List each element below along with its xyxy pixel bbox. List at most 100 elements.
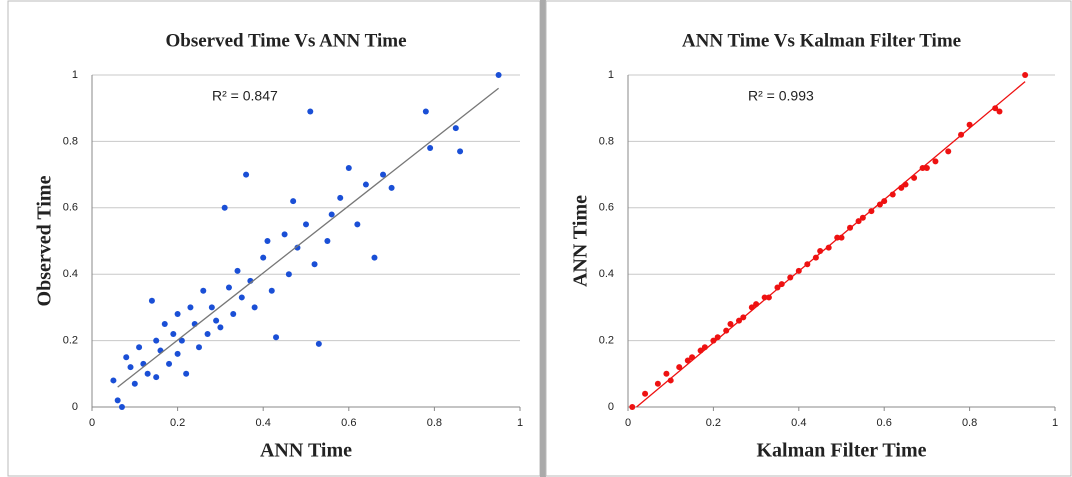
point xyxy=(166,360,173,367)
y-tick-label: 0 xyxy=(608,401,614,413)
point xyxy=(422,108,429,115)
point xyxy=(881,198,888,205)
point xyxy=(992,105,999,112)
point xyxy=(923,164,930,171)
x-tick-label: 0.4 xyxy=(256,417,271,429)
trendline xyxy=(636,81,1026,408)
point xyxy=(723,327,730,334)
point xyxy=(452,125,459,132)
y-tick-label: 1 xyxy=(608,69,614,81)
point xyxy=(337,194,344,201)
point xyxy=(380,171,387,178)
point xyxy=(945,148,952,155)
y-tick-label: 1 xyxy=(72,69,78,81)
point xyxy=(208,304,215,311)
x-tick-label: 0.8 xyxy=(427,417,442,429)
chart-title: Observed Time Vs ANN Time xyxy=(165,30,406,51)
x-axis-label: Kalman Filter Time xyxy=(757,440,927,462)
point xyxy=(825,244,832,251)
point xyxy=(123,354,130,361)
panel xyxy=(7,0,541,477)
x-tick-label: 0 xyxy=(625,417,631,429)
y-tick-label: 0.4 xyxy=(63,268,78,280)
point xyxy=(354,221,361,228)
point xyxy=(281,231,288,238)
point xyxy=(1022,72,1029,78)
point xyxy=(427,145,434,152)
point xyxy=(834,234,841,241)
point xyxy=(663,370,670,377)
point xyxy=(457,148,464,155)
point xyxy=(127,364,134,371)
point xyxy=(234,267,241,274)
point xyxy=(388,184,395,191)
point xyxy=(765,294,772,301)
point xyxy=(932,158,939,165)
point xyxy=(774,284,781,291)
point xyxy=(371,254,378,261)
y-axis-label: Observed Time xyxy=(34,175,56,306)
point xyxy=(131,380,138,387)
point xyxy=(196,344,202,351)
point xyxy=(243,171,250,178)
x-tick-label: 0.6 xyxy=(341,417,356,429)
point xyxy=(294,244,301,251)
point xyxy=(200,287,207,294)
chart-title: ANN Time Vs Kalman Filter Time xyxy=(682,30,961,51)
separator xyxy=(540,0,546,477)
point xyxy=(303,221,309,228)
point xyxy=(642,390,649,397)
point xyxy=(273,334,280,341)
point xyxy=(264,238,271,244)
point xyxy=(311,261,318,268)
x-tick-label: 0.2 xyxy=(706,417,721,429)
r-squared: R² = 0.847 xyxy=(212,88,278,104)
point xyxy=(114,397,121,404)
point xyxy=(629,404,636,410)
point xyxy=(144,370,151,377)
x-tick-label: 1 xyxy=(517,417,523,429)
x-tick-label: 0.6 xyxy=(877,417,892,429)
y-tick-label: 0.4 xyxy=(599,268,614,280)
point xyxy=(170,330,177,337)
point xyxy=(714,334,721,341)
r-squared: R² = 0.993 xyxy=(748,88,814,104)
point xyxy=(307,108,314,115)
x-tick-label: 0.8 xyxy=(962,417,977,429)
point xyxy=(217,324,224,331)
x-tick-label: 0 xyxy=(89,417,95,429)
point xyxy=(221,204,228,211)
panel xyxy=(545,0,1072,477)
point xyxy=(362,181,369,188)
point xyxy=(178,337,185,344)
x-tick-label: 1 xyxy=(1052,417,1058,429)
point xyxy=(315,340,322,347)
y-tick-label: 0 xyxy=(72,401,78,413)
y-axis-label: ANN Time xyxy=(570,195,592,287)
point xyxy=(213,317,220,324)
trendline xyxy=(117,87,500,388)
point xyxy=(148,297,155,304)
point xyxy=(290,198,297,205)
point xyxy=(268,287,275,294)
point xyxy=(183,370,190,377)
point xyxy=(204,330,211,337)
point xyxy=(285,271,292,278)
point xyxy=(676,364,683,371)
y-tick-label: 0.6 xyxy=(599,202,614,214)
y-tick-label: 0.2 xyxy=(63,335,78,347)
point xyxy=(495,72,502,78)
point xyxy=(153,337,160,344)
point xyxy=(136,344,143,351)
point xyxy=(324,238,331,244)
point xyxy=(345,164,352,171)
y-tick-label: 0.8 xyxy=(63,135,78,147)
point xyxy=(251,304,258,311)
point xyxy=(174,350,181,357)
y-tick-label: 0.8 xyxy=(599,135,614,147)
point xyxy=(238,294,245,301)
point xyxy=(110,377,117,384)
point xyxy=(876,201,883,208)
y-tick-label: 0.6 xyxy=(63,202,78,214)
